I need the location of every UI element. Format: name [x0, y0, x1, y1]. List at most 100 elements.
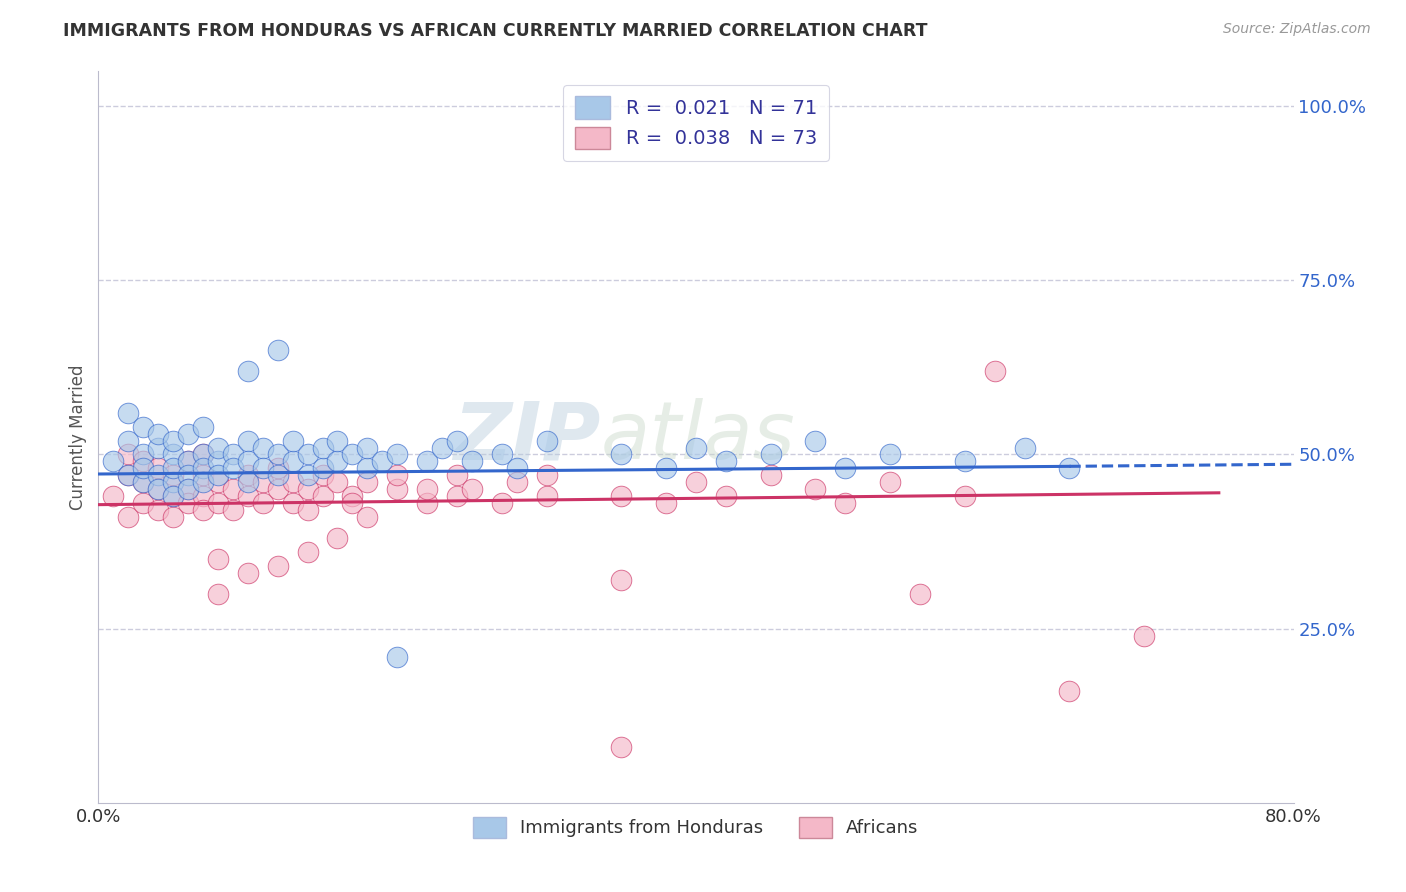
Point [610, 573, 633, 587]
Point [714, 454, 737, 468]
Point [162, 475, 184, 490]
Point [536, 434, 558, 448]
Point [132, 475, 155, 490]
Point [117, 434, 139, 448]
Point [385, 483, 409, 497]
Point [416, 496, 439, 510]
Point [536, 468, 558, 483]
Point [326, 454, 349, 468]
Point [610, 448, 633, 462]
Text: atlas: atlas [600, 398, 796, 476]
Point [804, 434, 827, 448]
Point [148, 468, 170, 483]
Point [461, 483, 484, 497]
Point [132, 461, 155, 475]
Point [342, 448, 364, 462]
Point [132, 448, 155, 462]
Point [834, 461, 856, 475]
Point [416, 454, 439, 468]
Point [655, 496, 678, 510]
Point [236, 364, 259, 378]
Point [162, 510, 184, 524]
Point [446, 434, 468, 448]
Point [191, 503, 214, 517]
Point [953, 454, 976, 468]
Point [117, 510, 139, 524]
Point [177, 468, 200, 483]
Point [207, 441, 229, 455]
Point [222, 448, 245, 462]
Point [311, 489, 333, 503]
Point [222, 461, 245, 475]
Point [236, 489, 259, 503]
Point [148, 503, 170, 517]
Point [191, 489, 214, 503]
Point [714, 489, 737, 503]
Point [177, 454, 200, 468]
Point [281, 454, 304, 468]
Point [326, 434, 349, 448]
Point [311, 441, 333, 455]
Point [191, 468, 214, 483]
Point [207, 496, 229, 510]
Point [759, 448, 782, 462]
Point [103, 454, 125, 468]
Point [177, 483, 200, 497]
Point [371, 454, 394, 468]
Point [103, 489, 125, 503]
Y-axis label: Currently Married: Currently Married [69, 364, 87, 510]
Point [252, 441, 274, 455]
Point [446, 489, 468, 503]
Point [1059, 684, 1081, 698]
Point [342, 496, 364, 510]
Point [148, 483, 170, 497]
Point [191, 448, 214, 462]
Point [267, 468, 290, 483]
Point [416, 483, 439, 497]
Point [117, 406, 139, 420]
Point [162, 489, 184, 503]
Point [385, 468, 409, 483]
Point [385, 448, 409, 462]
Point [1059, 461, 1081, 475]
Point [297, 483, 319, 497]
Point [191, 461, 214, 475]
Point [207, 468, 229, 483]
Point [759, 468, 782, 483]
Point [236, 434, 259, 448]
Point [191, 448, 214, 462]
Point [267, 343, 290, 357]
Point [132, 496, 155, 510]
Point [430, 441, 453, 455]
Point [446, 468, 468, 483]
Point [148, 426, 170, 441]
Point [177, 426, 200, 441]
Point [342, 489, 364, 503]
Point [953, 489, 976, 503]
Point [148, 441, 170, 455]
Point [117, 448, 139, 462]
Point [1014, 441, 1036, 455]
Point [236, 468, 259, 483]
Point [610, 740, 633, 755]
Point [191, 419, 214, 434]
Point [207, 475, 229, 490]
Point [177, 483, 200, 497]
Point [506, 461, 529, 475]
Point [297, 468, 319, 483]
Point [610, 489, 633, 503]
Point [311, 461, 333, 475]
Point [132, 419, 155, 434]
Point [385, 649, 409, 664]
Text: Source: ZipAtlas.com: Source: ZipAtlas.com [1223, 22, 1371, 37]
Point [132, 475, 155, 490]
Point [685, 475, 707, 490]
Point [236, 566, 259, 580]
Point [297, 545, 319, 559]
Point [655, 461, 678, 475]
Legend: Immigrants from Honduras, Africans: Immigrants from Honduras, Africans [465, 810, 927, 845]
Point [162, 489, 184, 503]
Point [236, 475, 259, 490]
Text: ZIP: ZIP [453, 398, 600, 476]
Point [326, 531, 349, 545]
